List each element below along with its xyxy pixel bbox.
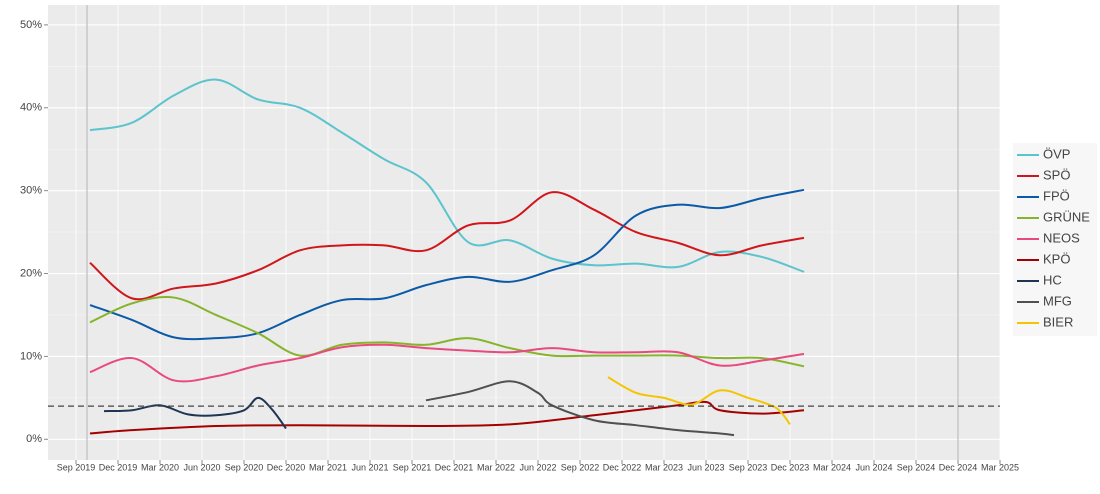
x-tick-label: Dec 2019 — [99, 462, 138, 472]
x-tick-label: Mar 2020 — [141, 462, 179, 472]
x-tick-label: Jun 2020 — [183, 462, 220, 472]
x-tick-label: Dec 2023 — [771, 462, 810, 472]
y-tick-label: 40% — [20, 102, 42, 114]
x-tick-label: Dec 2024 — [939, 462, 978, 472]
plot-background — [48, 5, 1000, 460]
series-line — [89, 191, 805, 301]
x-tick-label: Sep 2021 — [393, 462, 432, 472]
x-tick-label: Jun 2022 — [519, 462, 556, 472]
y-tick-label: 10% — [20, 350, 42, 362]
series-line — [89, 343, 805, 383]
y-tick-label: 0% — [26, 433, 42, 445]
y-tick-label: 30% — [20, 185, 42, 197]
legend-label: BIER — [1043, 314, 1073, 329]
legend-label: HC — [1043, 272, 1062, 287]
series-line — [89, 188, 805, 341]
y-tick-label: 50% — [20, 19, 42, 31]
legend-label: SPÖ — [1043, 167, 1070, 182]
series-line — [425, 380, 735, 437]
series-line — [103, 396, 287, 430]
x-tick-label: Dec 2021 — [435, 462, 474, 472]
x-tick-label: Sep 2023 — [729, 462, 768, 472]
legend-label: NEOS — [1043, 230, 1080, 245]
legend-label: FPÖ — [1043, 188, 1070, 203]
x-tick-label: Mar 2023 — [645, 462, 683, 472]
x-tick-label: Jun 2021 — [351, 462, 388, 472]
x-tick-label: Mar 2022 — [477, 462, 515, 472]
x-tick-label: Jun 2023 — [687, 462, 724, 472]
legend-label: ÖVP — [1043, 146, 1070, 161]
x-tick-label: Sep 2022 — [561, 462, 600, 472]
x-tick-label: Mar 2025 — [981, 462, 1019, 472]
legend-label: MFG — [1043, 293, 1072, 308]
x-tick-label: Mar 2024 — [813, 462, 851, 472]
series-line — [607, 376, 791, 426]
x-tick-label: Dec 2022 — [603, 462, 642, 472]
x-tick-label: Sep 2019 — [57, 462, 96, 472]
series-line — [89, 78, 805, 273]
series-line — [89, 296, 805, 368]
y-tick-label: 20% — [20, 267, 42, 279]
series-line — [89, 400, 805, 435]
x-tick-label: Sep 2024 — [897, 462, 936, 472]
legend-label: KPÖ — [1043, 251, 1070, 266]
x-tick-label: Mar 2021 — [309, 462, 347, 472]
x-tick-label: Sep 2020 — [225, 462, 264, 472]
x-tick-label: Dec 2020 — [267, 462, 306, 472]
x-tick-label: Jun 2024 — [855, 462, 892, 472]
legend-label: GRÜNE — [1043, 209, 1090, 224]
